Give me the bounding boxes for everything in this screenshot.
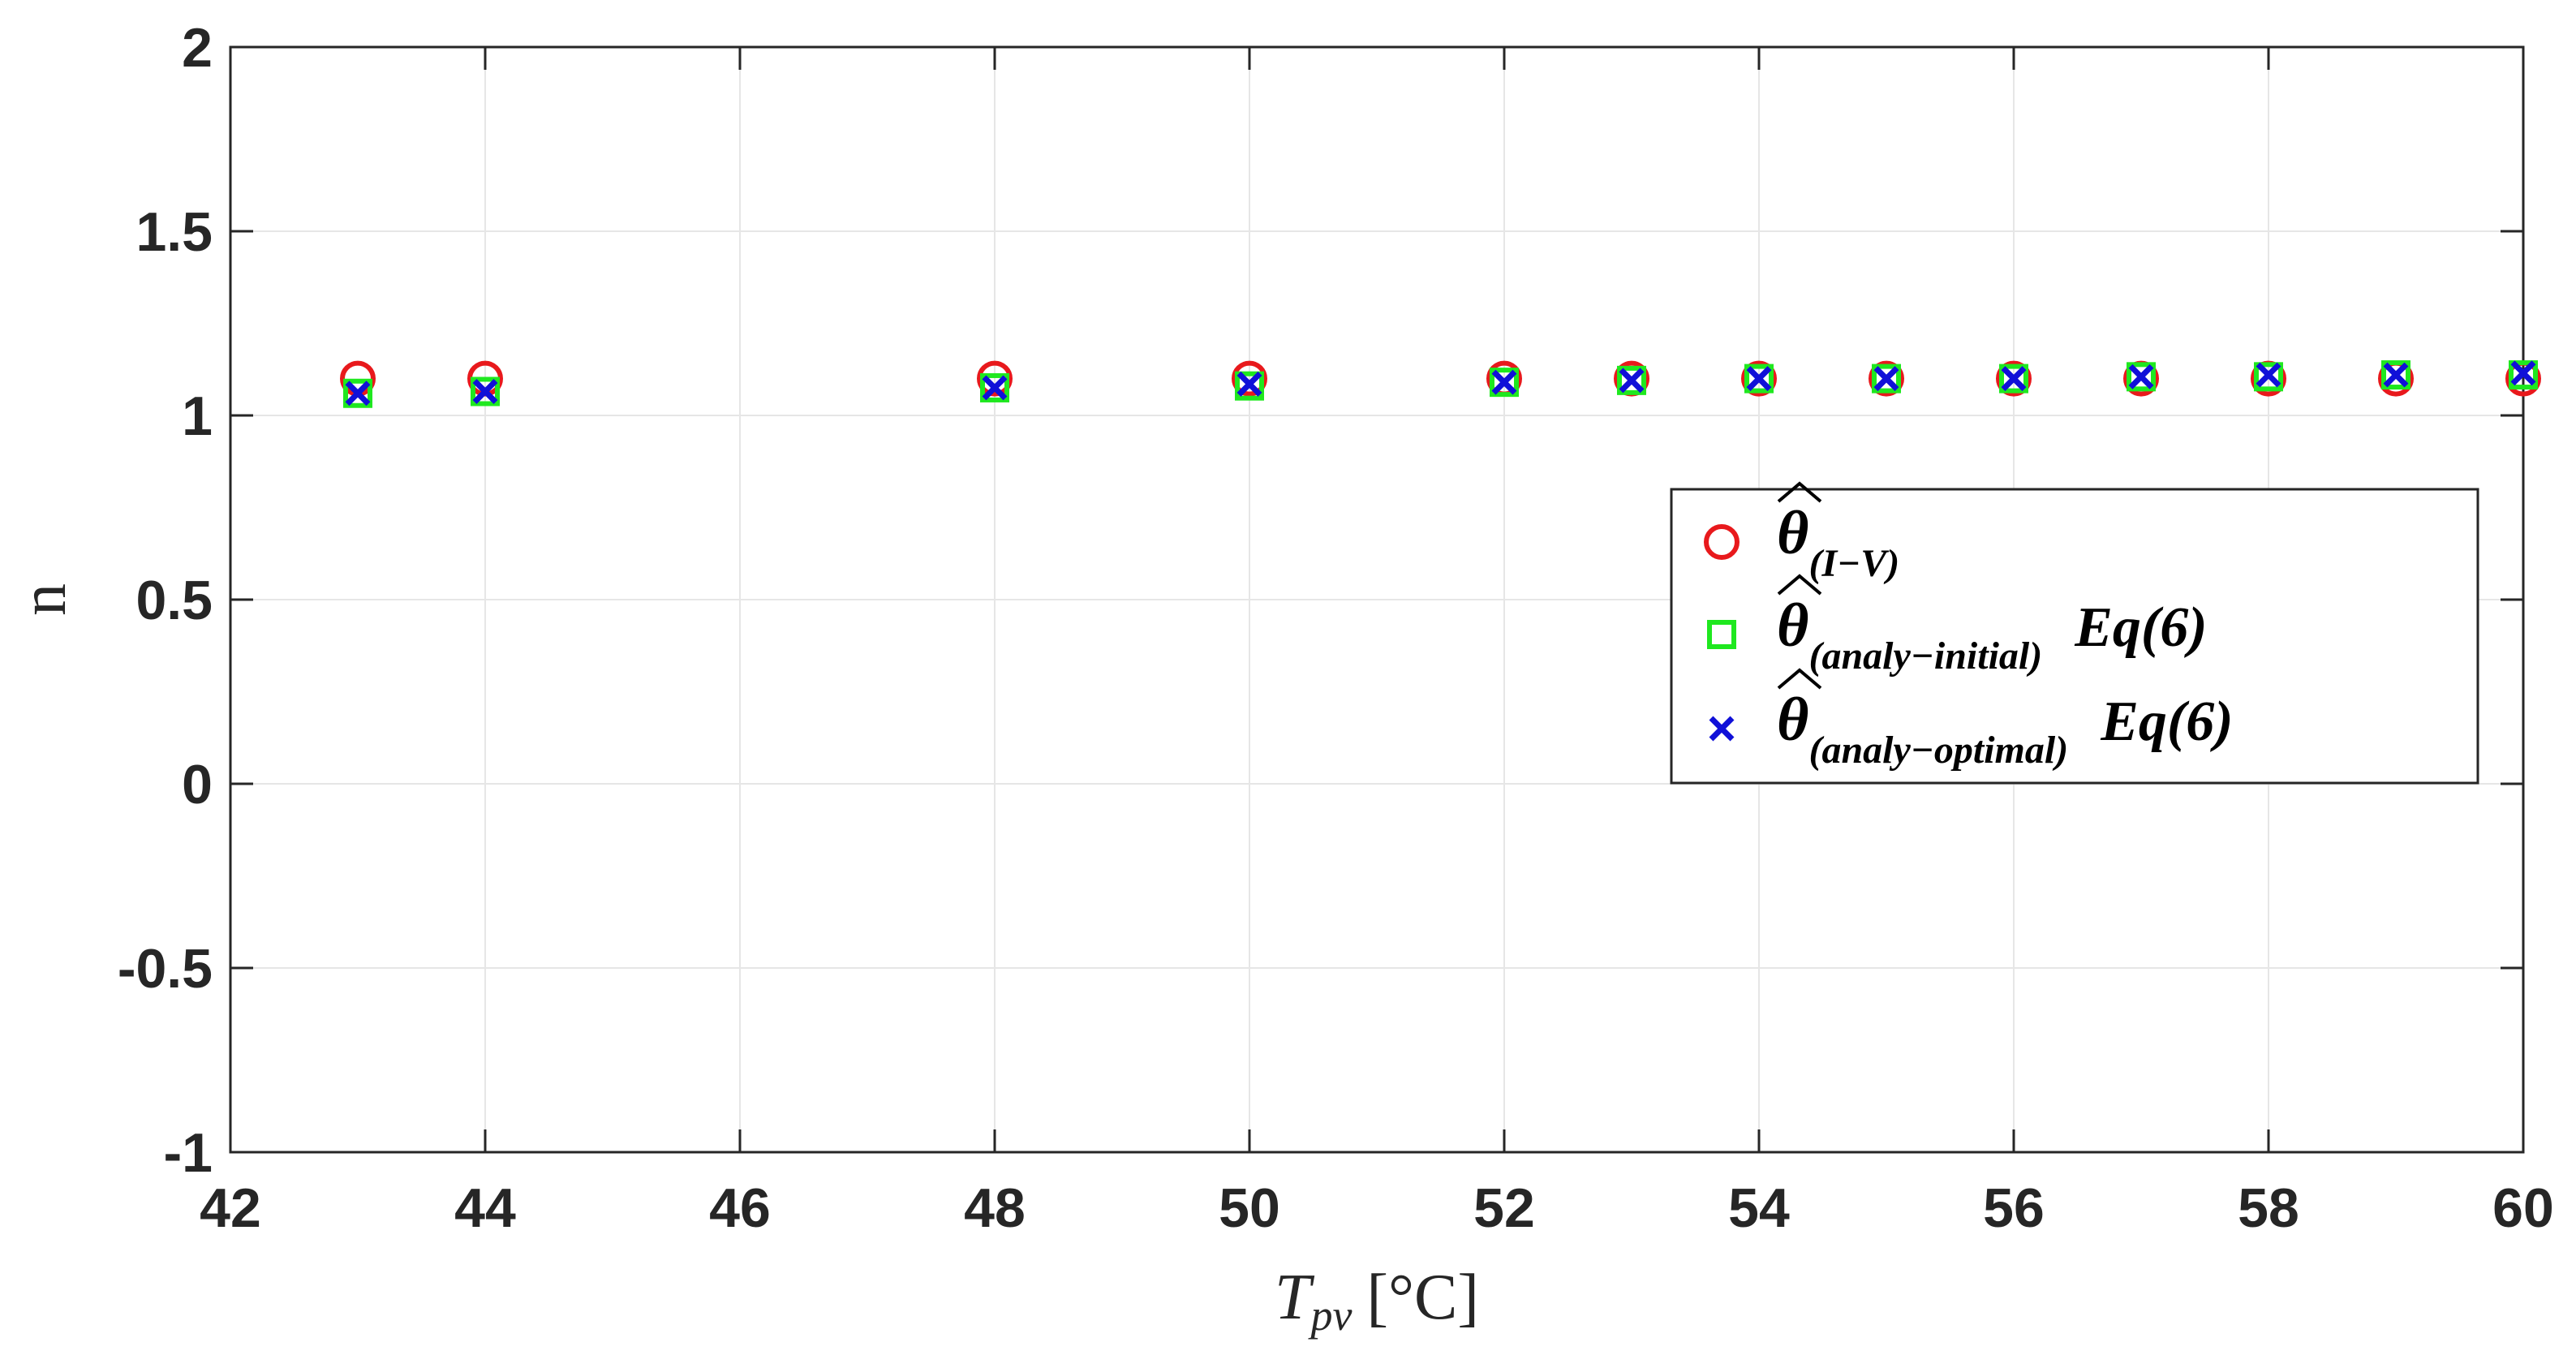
data-point (2383, 362, 2409, 388)
data-point (2127, 362, 2156, 392)
x-tick-label: 56 (1983, 1177, 2045, 1239)
legend-subscript: (I−V) (1808, 542, 1899, 585)
data-point (2256, 362, 2281, 388)
data-point (2510, 360, 2536, 386)
data-point (1872, 364, 1901, 394)
data-point (1491, 369, 1517, 395)
legend-marker-2 (1707, 620, 1736, 649)
legend-symbol: θ (1777, 686, 1808, 754)
legend-symbol: θ (1777, 499, 1808, 567)
y-tick-label: 1.5 (135, 201, 213, 263)
y-tick-labels: 2 1.5 1 0.5 0 -0.5 -1 (118, 17, 213, 1184)
legend-label-2: θ(analy−initial) Eq(6) (1777, 592, 2208, 678)
data-point (2381, 360, 2410, 390)
legend-equation-ref: Eq(6) (2074, 596, 2207, 659)
x-tick-label: 44 (454, 1177, 516, 1239)
data-point (1869, 360, 1904, 397)
hat-icon (1777, 668, 1822, 690)
data-point (2128, 364, 2154, 389)
y-tick-label: 2 (182, 17, 213, 79)
x-tick-label: 60 (2492, 1177, 2554, 1239)
y-axis-label: n (8, 583, 80, 616)
series-2 (343, 360, 2538, 408)
x-tick-label: 42 (200, 1177, 261, 1239)
data-point (1746, 366, 1772, 392)
y-tick-label: 0.5 (135, 570, 213, 631)
data-point (1999, 364, 2028, 394)
x-tick-label: 50 (1219, 1177, 1280, 1239)
x-tick-label: 54 (1728, 1177, 1790, 1239)
legend-label-3: θ(analy−optimal) Eq(6) (1777, 686, 2234, 772)
data-point (345, 381, 371, 407)
series-3 (345, 360, 2536, 407)
x-axis-label-unit: [°C] (1366, 1262, 1479, 1333)
legend-box (1670, 488, 2479, 785)
tick-marks (229, 45, 2525, 1154)
legend-marker-1 (1704, 524, 1740, 560)
data-point (2001, 366, 2027, 392)
legend-symbol: θ (1777, 592, 1808, 660)
data-point (1232, 360, 1267, 397)
legend-marker-3 (1709, 716, 1735, 742)
data-point (2254, 362, 2283, 392)
x-tick-label: 58 (2238, 1177, 2299, 1239)
data-point (1235, 371, 1264, 401)
data-point (472, 379, 498, 404)
y-tick-label: -0.5 (118, 938, 213, 1000)
x-axis-label: Tpv [°C] (1275, 1262, 1479, 1340)
data-point (1619, 368, 1645, 394)
data-point (1873, 366, 1899, 392)
y-tick-label: 0 (182, 754, 213, 815)
legend-equation-ref: Eq(6) (2100, 690, 2233, 753)
data-point (980, 372, 1009, 402)
legend-subscript: (analy−optimal) (1808, 729, 2068, 772)
y-tick-label: 1 (182, 385, 213, 447)
data-point (2509, 360, 2538, 390)
y-tick-label: -1 (164, 1122, 213, 1184)
hat-icon (1777, 481, 1822, 503)
data-point (1744, 364, 1774, 394)
data-point (1617, 365, 1646, 395)
legend-label-1: θ(I−V) (1777, 499, 1899, 585)
x-tick-label: 46 (709, 1177, 771, 1239)
x-axis-label-subscript: pv (1307, 1291, 1352, 1340)
data-point (1236, 371, 1262, 397)
x-tick-labels: 42 44 46 48 50 52 54 56 58 60 (200, 1177, 2554, 1239)
data-points (340, 360, 2541, 408)
data-point (471, 376, 500, 407)
data-point (1741, 360, 1777, 397)
legend: θ(I−V)θ(analy−initial) Eq(6)θ(analy−optim… (1670, 481, 2479, 785)
legend-subscript: (analy−initial) (1808, 635, 2042, 678)
data-point (343, 378, 372, 408)
data-point (1996, 360, 2032, 397)
data-point (982, 375, 1008, 401)
x-axis-label-symbol: T (1275, 1262, 1315, 1333)
data-point (1490, 368, 1519, 398)
hat-icon (1777, 574, 1822, 596)
data-point (977, 360, 1013, 397)
x-tick-label: 48 (964, 1177, 1026, 1239)
x-tick-label: 52 (1473, 1177, 1535, 1239)
